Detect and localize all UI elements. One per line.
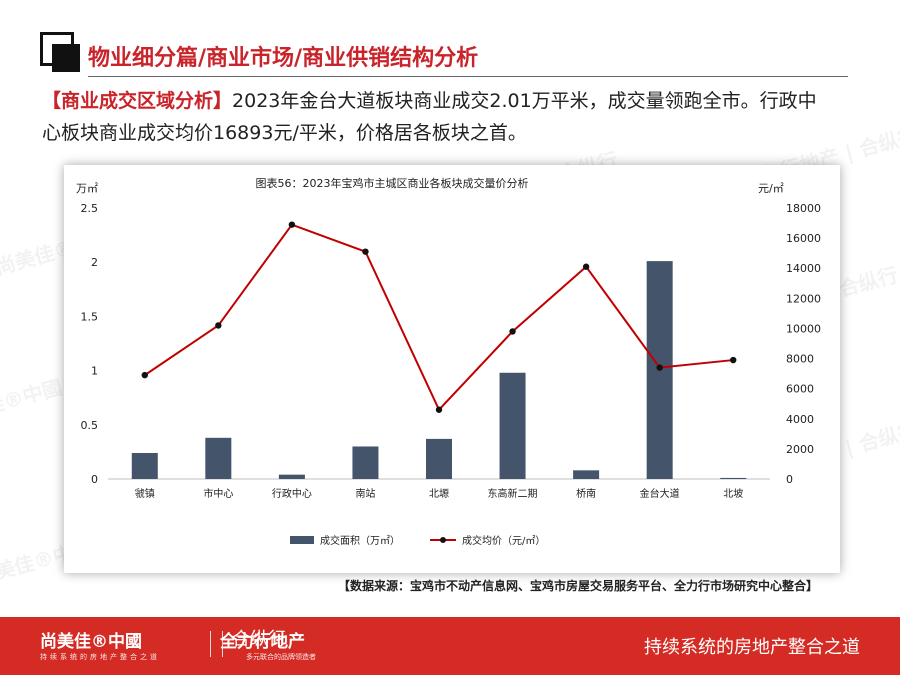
right-axis-tick-label: 14000 xyxy=(786,262,821,275)
footer-brand-shangmeijia: 尚美佳®中國 xyxy=(40,632,142,652)
price-point xyxy=(362,248,369,255)
category-tick-label: 南站 xyxy=(355,487,375,500)
category-tick-label: 桥南 xyxy=(576,487,596,500)
right-axis-tick-label: 18000 xyxy=(786,202,821,215)
right-axis-tick-label: 6000 xyxy=(786,383,814,396)
area-bar xyxy=(278,474,305,479)
legend: 成交面积（万㎡） 成交均价（元/㎡） xyxy=(290,534,545,547)
price-series-line xyxy=(144,223,734,412)
left-axis-tick-label: 1.5 xyxy=(81,310,99,323)
legend-bar-swatch xyxy=(290,536,314,544)
category-tick-label: 金台大道 xyxy=(640,487,680,500)
right-axis-tick-label: 10000 xyxy=(786,322,821,335)
area-bar xyxy=(426,438,452,479)
area-bar xyxy=(720,477,747,479)
title-divider xyxy=(88,76,848,77)
footer-bar: 尚美佳®中國 持续系统的房地产整合之道 全力行地产 合纵行 多元联合的品牌领造者… xyxy=(0,617,900,675)
footer-slogan: 持续系统的房地产整合之道 xyxy=(644,637,860,658)
summary-tag: 【商业成交区域分析】 xyxy=(42,90,233,112)
right-axis-tick-label: 0 xyxy=(786,473,793,486)
combo-chart: 图表56：2023年宝鸡市主城区商业各板块成交量价分析 万㎡ 元/㎡ 0 0.5 1… xyxy=(76,176,821,547)
right-axis-tick-label: 8000 xyxy=(786,353,814,366)
legend-bar-label: 成交面积（万㎡） xyxy=(320,534,400,547)
category-tick-label: 市中心 xyxy=(203,487,233,500)
legend-line-label: 成交均价（元/㎡） xyxy=(462,534,545,547)
left-axis-tick-label: 0 xyxy=(91,473,98,486)
footer-separator xyxy=(210,631,211,657)
header-logo-square xyxy=(40,32,80,72)
area-bar xyxy=(131,452,158,479)
left-axis-tick-label: 2 xyxy=(91,256,98,269)
right-axis-unit: 元/㎡ xyxy=(758,182,784,195)
area-bar xyxy=(352,446,379,479)
left-axis-tick-label: 0.5 xyxy=(81,419,99,432)
legend-line-marker xyxy=(440,537,446,543)
left-axis-tick-label: 1 xyxy=(91,365,98,378)
logo-inner-square xyxy=(52,44,80,72)
footer-brand3-tagline: 多元联合的品牌领造者 xyxy=(246,653,316,661)
footer-brand-quanlixing: 全力行地产 xyxy=(220,632,305,652)
price-point xyxy=(656,364,663,371)
footer-brand-tagline: 持续系统的房地产整合之道 xyxy=(40,653,160,661)
price-point xyxy=(215,322,222,329)
footer-separator xyxy=(222,631,223,657)
category-tick-label: 行政中心 xyxy=(272,487,312,500)
left-axis-unit: 万㎡ xyxy=(76,182,98,195)
category-tick-label: 北坡 xyxy=(723,487,743,500)
price-point xyxy=(730,356,737,364)
price-point xyxy=(288,221,296,228)
right-axis-tick-label: 4000 xyxy=(786,413,814,426)
price-point xyxy=(435,406,443,413)
price-point xyxy=(509,328,516,335)
chart-card: 图表56：2023年宝鸡市主城区商业各板块成交量价分析 万㎡ 元/㎡ 0 0.5 1… xyxy=(64,165,840,573)
summary-text: 2023年金台大道板块商业成交2.01万平米，成交量领跑全市。行政中心板块商业成… xyxy=(42,90,817,144)
right-axis-tick-label: 16000 xyxy=(786,232,821,245)
footer-brand-hezongxing: 合纵行 xyxy=(232,629,286,650)
summary-paragraph: 【商业成交区域分析】2023年金台大道板块商业成交2.01万平米，成交量领跑全市… xyxy=(42,85,832,149)
price-point xyxy=(582,263,590,270)
category-tick-label: 东高新二期 xyxy=(488,487,538,500)
data-source-note: 【数据来源：宝鸡市不动产信息网、宝鸡市房屋交易服务平台、全力行市场研究中心整合】 xyxy=(338,579,819,593)
area-bar xyxy=(499,372,526,479)
chart-title: 图表56：2023年宝鸡市主城区商业各板块成交量价分析 xyxy=(256,176,529,190)
area-bar xyxy=(573,470,600,479)
category-tick-label: 虢镇 xyxy=(135,487,155,500)
right-axis-tick-label: 12000 xyxy=(786,292,821,305)
page-title: 物业细分篇/商业市场/商业供销结构分析 xyxy=(88,46,479,71)
right-axis-tick-label: 2000 xyxy=(786,443,814,456)
area-bar xyxy=(205,437,232,479)
left-axis-tick-label: 2.5 xyxy=(81,202,99,215)
price-point xyxy=(141,371,148,379)
category-tick-label: 北塬 xyxy=(429,488,449,500)
